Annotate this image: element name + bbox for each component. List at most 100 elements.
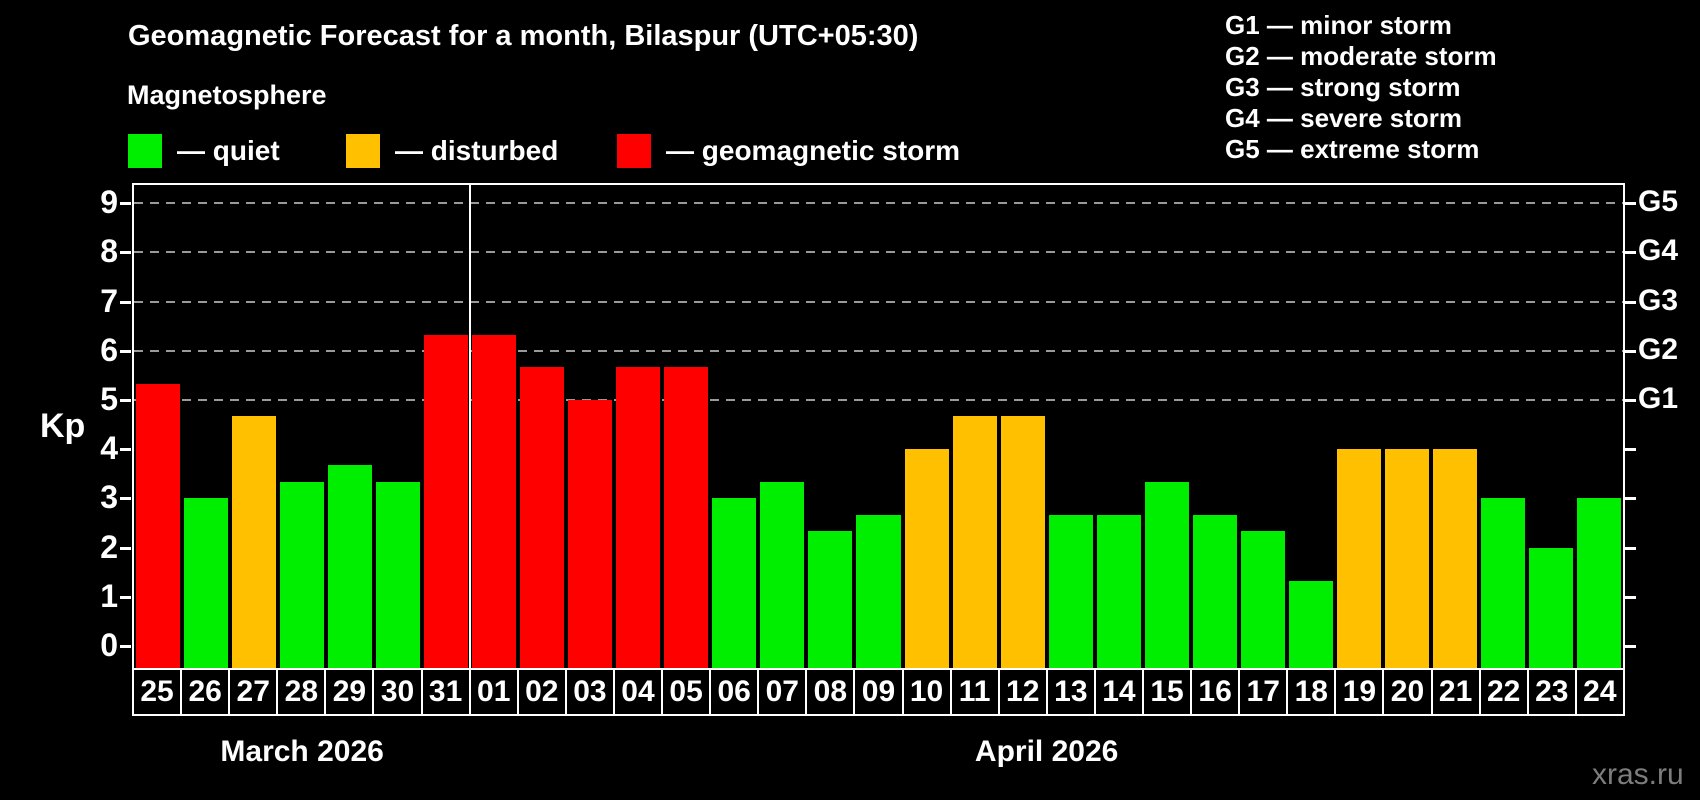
kp-tick-label-5: 5 xyxy=(100,381,118,417)
right-axis-tick-5 xyxy=(1625,399,1636,402)
kp-bar-day-23 xyxy=(1528,547,1573,668)
kp-bar-day-20 xyxy=(1384,449,1429,668)
month-label: April 2026 xyxy=(974,735,1119,768)
gridline-kp-5 xyxy=(134,399,1623,401)
kp-bar-day-21 xyxy=(1432,449,1477,668)
date-cell-24: 24 xyxy=(1574,668,1625,716)
date-cell-11: 11 xyxy=(949,668,1000,716)
gridline-kp-9 xyxy=(134,202,1623,205)
left-axis-tick-8 xyxy=(120,251,131,255)
date-cell-17: 17 xyxy=(1238,668,1289,716)
date-cell-21: 21 xyxy=(1430,668,1481,716)
kp-tick-label-3: 3 xyxy=(100,479,118,516)
kp-bar-day-12 xyxy=(1000,416,1045,668)
g-scale-tick-label-G5: G5 xyxy=(1638,185,1679,219)
g-scale-tick-label-G3: G3 xyxy=(1638,283,1679,317)
kp-bar-day-05 xyxy=(664,367,709,668)
kp-bar-day-08 xyxy=(808,531,853,668)
right-axis-tick-7 xyxy=(1625,300,1636,304)
date-cell-30: 30 xyxy=(372,668,423,716)
date-cell-18: 18 xyxy=(1286,668,1337,716)
date-cell-03: 03 xyxy=(564,668,615,716)
right-axis-tick-1 xyxy=(1625,595,1636,599)
right-axis-tick-3 xyxy=(1625,497,1636,501)
kp-bar-day-26 xyxy=(184,498,229,668)
kp-bar-day-28 xyxy=(280,482,325,668)
date-cell-05: 05 xyxy=(661,668,712,716)
left-axis-tick-5 xyxy=(120,399,131,402)
legend-item-label: — disturbed xyxy=(395,135,559,166)
gridline-kp-8 xyxy=(134,251,1623,254)
right-axis-tick-9 xyxy=(1625,202,1636,206)
date-cell-10: 10 xyxy=(901,668,952,716)
date-cell-29: 29 xyxy=(324,668,375,716)
magnetosphere-label: Magnetosphere xyxy=(127,80,327,110)
kp-tick-label-8: 8 xyxy=(100,233,118,270)
date-cell-04: 04 xyxy=(612,668,664,716)
date-cell-23: 23 xyxy=(1526,668,1577,716)
date-cell-13: 13 xyxy=(1045,668,1096,716)
kp-bar-day-13 xyxy=(1048,514,1093,668)
gridline-kp-6 xyxy=(134,349,1623,352)
quiet-color-swatch xyxy=(128,134,162,168)
left-axis-tick-9 xyxy=(120,202,131,206)
kp-bar-day-17 xyxy=(1240,531,1285,668)
left-axis-tick-7 xyxy=(120,300,131,304)
kp-bar-day-02 xyxy=(520,367,565,668)
kp-bar-day-14 xyxy=(1096,514,1141,668)
date-cell-07: 07 xyxy=(757,668,808,716)
g-legend-item: G4 — severe storm xyxy=(1225,103,1463,133)
date-cell-09: 09 xyxy=(853,668,904,716)
kp-bar-day-06 xyxy=(712,498,757,668)
date-cell-12: 12 xyxy=(997,668,1048,716)
kp-bar-day-25 xyxy=(136,383,181,668)
date-cell-06: 06 xyxy=(709,668,760,716)
kp-bar-day-24 xyxy=(1576,498,1621,668)
date-axis: 25 26 27 28 29 30 31 01 02 03 04 05 06 07 08 09 10 11 12 13… xyxy=(132,668,1625,716)
kp-bar-day-19 xyxy=(1336,449,1381,668)
legend-item-label: — geomagnetic storm xyxy=(666,135,961,166)
date-cell-26: 26 xyxy=(180,668,231,716)
kp-tick-label-9: 9 xyxy=(100,184,118,221)
kp-axis-label: Kp xyxy=(40,407,86,445)
kp-tick-label-1: 1 xyxy=(100,577,118,614)
month-label: March 2026 xyxy=(220,735,384,768)
date-cell-14: 14 xyxy=(1093,668,1144,716)
gridline-kp-7 xyxy=(134,300,1623,303)
kp-bar-day-31 xyxy=(424,334,469,668)
g-legend-item: G3 — strong storm xyxy=(1225,72,1461,102)
g-legend-item: G1 — minor storm xyxy=(1225,10,1452,40)
date-cell-08: 08 xyxy=(805,668,856,716)
kp-bar-day-03 xyxy=(568,400,613,668)
kp-tick-label-7: 7 xyxy=(100,282,118,319)
kp-bar-day-27 xyxy=(232,416,277,668)
kp-tick-label-6: 6 xyxy=(100,331,118,368)
page-title: Geomagnetic Forecast for a month, Bilasp… xyxy=(128,20,919,52)
left-axis-tick-6 xyxy=(120,349,131,353)
right-axis-tick-6 xyxy=(1625,349,1636,353)
date-cell-15: 15 xyxy=(1141,668,1193,716)
kp-bar-day-01 xyxy=(472,334,517,668)
kp-bar-day-10 xyxy=(904,449,949,668)
date-cell-25: 25 xyxy=(132,668,183,716)
date-cell-19: 19 xyxy=(1334,668,1385,716)
kp-tick-label-4: 4 xyxy=(100,430,118,467)
date-cell-02: 02 xyxy=(516,668,567,716)
left-axis-tick-3 xyxy=(120,497,131,501)
left-axis-tick-1 xyxy=(120,595,131,599)
legend-item-label: — quiet xyxy=(177,135,280,166)
kp-tick-label-2: 2 xyxy=(100,528,118,565)
date-cell-28: 28 xyxy=(276,668,327,716)
left-axis-tick-2 xyxy=(120,546,131,550)
kp-bar-day-09 xyxy=(856,514,901,668)
date-cell-16: 16 xyxy=(1190,668,1241,716)
kp-bar-day-04 xyxy=(616,367,661,668)
watermark: xras.ru xyxy=(1592,758,1684,791)
right-axis-tick-0 xyxy=(1625,645,1636,648)
kp-bar-day-16 xyxy=(1192,514,1237,668)
kp-bar-day-07 xyxy=(760,482,805,668)
g-scale-tick-label-G1: G1 xyxy=(1638,382,1679,415)
month-separator-line xyxy=(469,185,472,668)
date-cell-22: 22 xyxy=(1478,668,1529,716)
